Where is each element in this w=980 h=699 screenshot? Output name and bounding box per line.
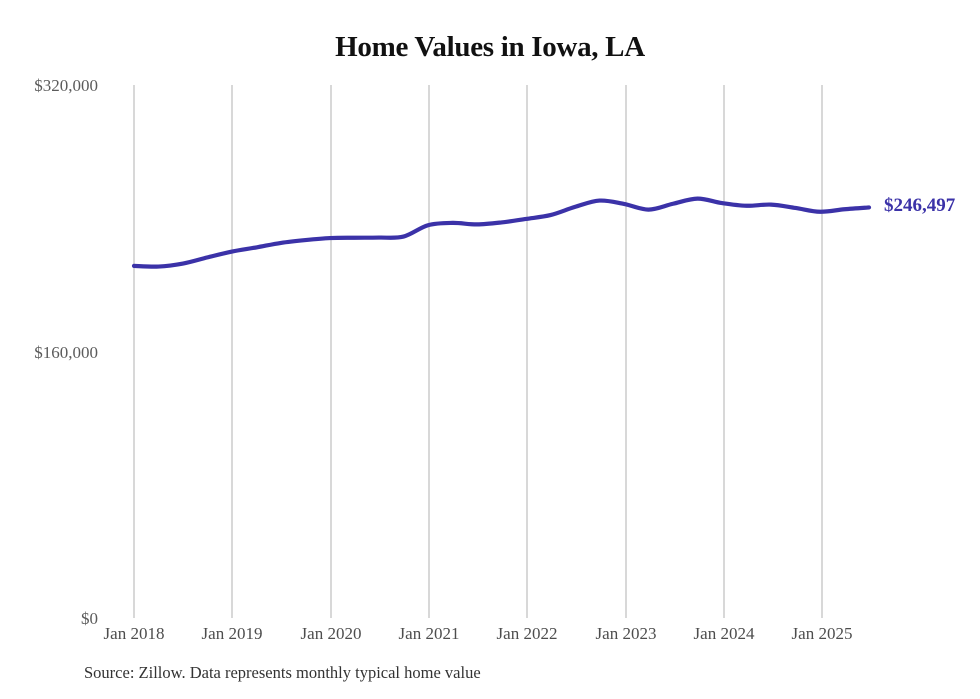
x-axis-tick-jan-2019: Jan 2019 (201, 624, 263, 643)
x-axis-tick-jan-2018: Jan 2018 (103, 624, 165, 643)
x-axis-tick-jan-2025: Jan 2025 (791, 624, 853, 643)
data-line-series (131, 196, 872, 269)
x-axis-tick-jan-2023: Jan 2023 (595, 624, 657, 643)
y-axis-tick-160000: $160,000 (34, 343, 98, 362)
x-axis-tick-jan-2021: Jan 2021 (398, 624, 460, 643)
x-axis-tick-jan-2020: Jan 2020 (300, 624, 362, 643)
y-axis-tick-0: $0 (81, 609, 98, 628)
gridlines (133, 85, 823, 618)
chart-source-footer: Source: Zillow. Data represents monthly … (84, 663, 481, 682)
series-end-value-label: $246,497 (884, 195, 956, 217)
y-axis-tick-320000: $320,000 (34, 76, 98, 95)
x-axis-tick-jan-2024: Jan 2024 (693, 624, 755, 643)
x-axis-tick-jan-2022: Jan 2022 (496, 624, 558, 643)
chart-title: Home Values in Iowa, LA (335, 31, 645, 63)
